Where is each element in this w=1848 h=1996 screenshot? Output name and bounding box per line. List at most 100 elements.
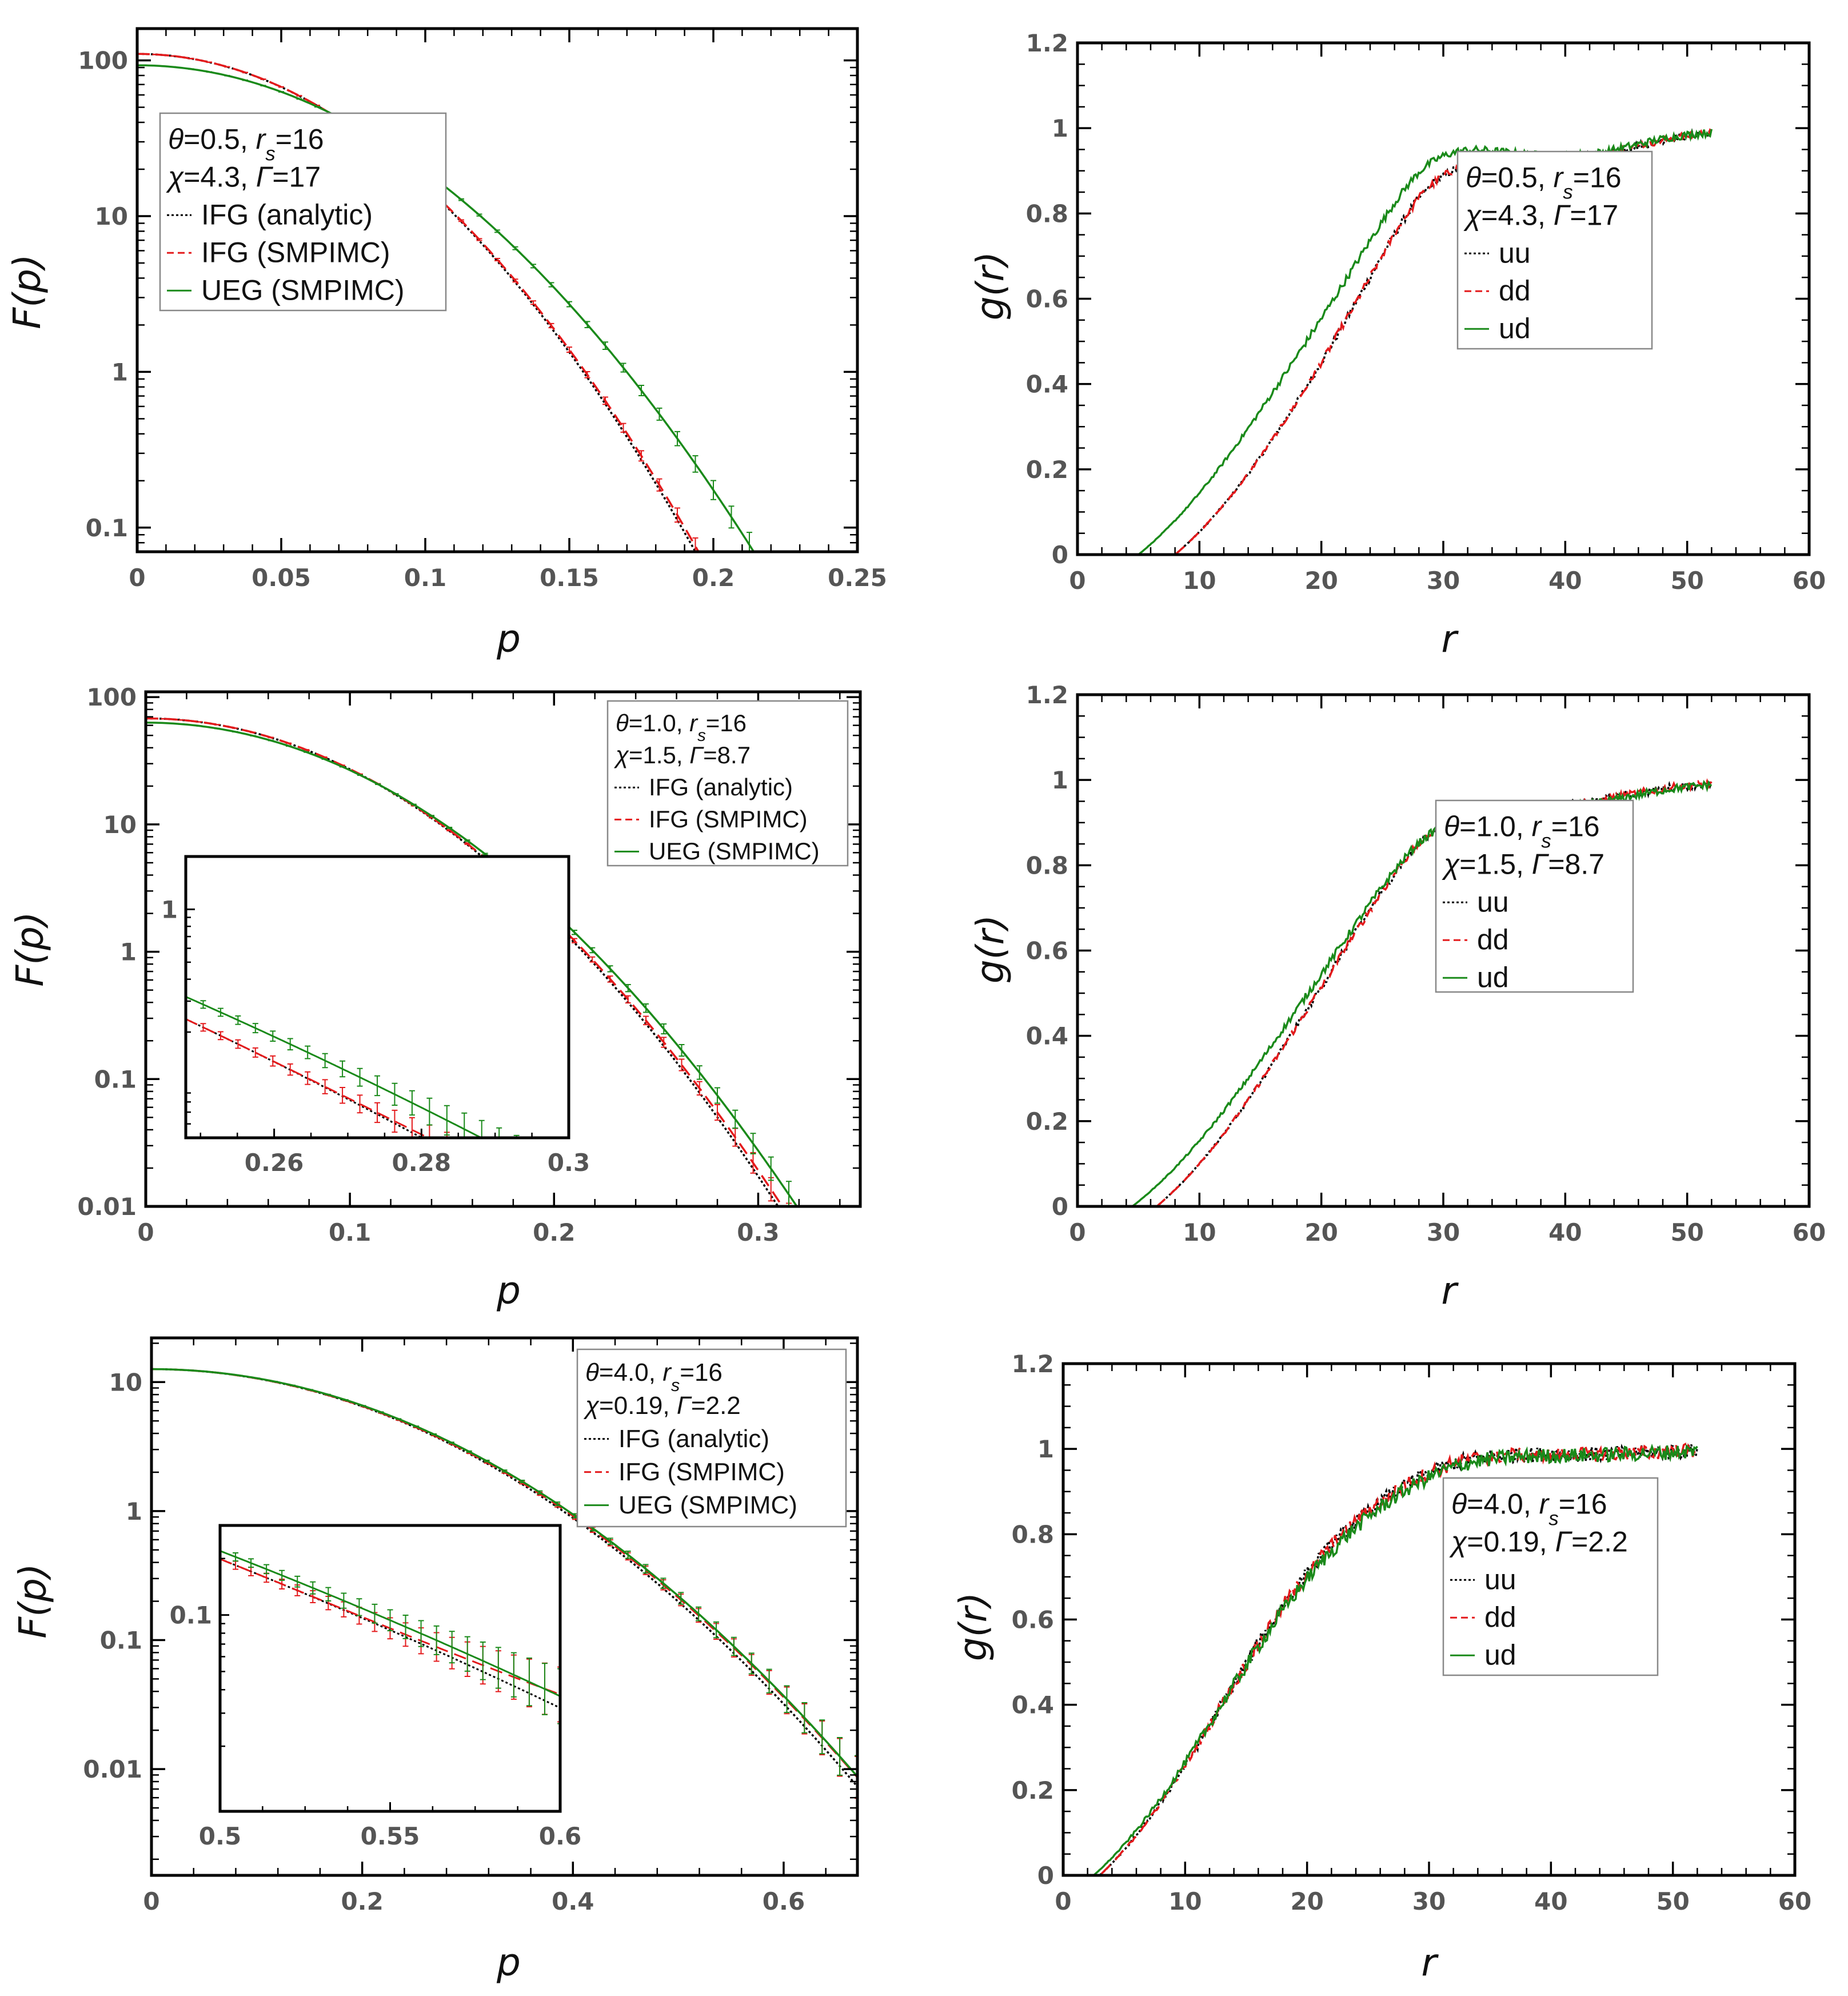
error-bar <box>656 407 662 421</box>
error-bar <box>731 1636 737 1656</box>
error-bar <box>822 1232 828 1265</box>
legend-theta-rs: θ=4.0, rs=16 <box>585 1358 723 1395</box>
error-bar <box>557 1666 560 1723</box>
error-bar <box>554 1501 561 1507</box>
error-bar <box>357 1094 363 1114</box>
error-bar <box>656 478 662 492</box>
x-tick-label: 0.5 <box>199 1822 241 1850</box>
error-bar <box>478 1119 485 1138</box>
error-bar <box>548 322 554 329</box>
error-bar <box>290 1384 296 1387</box>
legend-item: IFG (analytic) <box>618 1425 769 1453</box>
y-tick-label: 0.4 <box>1026 1022 1068 1050</box>
error-bar <box>444 1105 450 1136</box>
y-tick-label: 1 <box>161 895 178 923</box>
error-bar <box>233 1552 239 1562</box>
x-tick-label: 30 <box>1427 1218 1460 1246</box>
legend-box <box>159 112 447 312</box>
plot-frame <box>1061 1362 1797 1877</box>
error-bar <box>801 1702 808 1734</box>
error-bar <box>602 341 608 350</box>
error-bar <box>206 71 212 73</box>
x-tick-label: 0.2 <box>533 1218 575 1246</box>
error-bar <box>804 1205 810 1206</box>
error-bar <box>200 1000 206 1009</box>
y-axis-label: F(p) <box>8 911 52 986</box>
y-tick-label: 1 <box>126 1497 142 1525</box>
error-bar <box>748 1652 755 1675</box>
error-bar <box>750 1133 756 1154</box>
error-bar <box>458 198 464 201</box>
series-dd <box>1077 778 1713 1206</box>
error-bar <box>287 1038 293 1051</box>
error-bar <box>314 106 320 108</box>
error-bar <box>513 1134 520 1138</box>
error-bar <box>642 1564 649 1574</box>
series-uu <box>1077 128 1713 555</box>
error-bar <box>360 1405 366 1407</box>
error-bar <box>464 1636 470 1672</box>
y-axis-label: g(r) <box>951 1592 995 1662</box>
error-bar <box>572 938 577 943</box>
error-bar <box>372 1603 378 1624</box>
legend-box <box>606 700 849 867</box>
error-bar <box>426 1097 433 1126</box>
error-bar <box>715 1104 720 1121</box>
error-bar <box>278 91 284 93</box>
panel-c-gr: 0 10 20 30 40 50 60 0 0.2 0.4 0.6 0.8 1 1.2 r g(r) θ=4.0… <box>951 1350 1811 1985</box>
error-bar <box>409 1117 415 1138</box>
y-tick-label: 0.8 <box>1012 1520 1054 1548</box>
legend-box <box>1456 150 1653 350</box>
legend-theta-rs: θ=0.5, rs=16 <box>1466 162 1622 204</box>
legend-item: UEG (SMPIMC) <box>618 1491 797 1519</box>
x-axis-label: p <box>496 1269 521 1313</box>
error-bar <box>625 1551 631 1559</box>
error-bar <box>495 1647 501 1689</box>
x-tick-label: 0.55 <box>361 1822 420 1850</box>
error-bar <box>476 238 482 241</box>
error-bar <box>479 1146 485 1181</box>
legend-item: UEG (SMPIMC) <box>649 838 820 864</box>
legend-item: dd <box>1477 924 1509 956</box>
x-tick-label: 0.4 <box>552 1887 594 1915</box>
error-bar <box>264 1564 270 1575</box>
error-bar <box>214 724 220 726</box>
panel-c-Fp: 0 0.2 0.4 0.6 0.01 0.1 1 10 p F(p) 0.5 0.55 0.6 0.1 θ=… <box>11 1336 859 1985</box>
x-tick-label: 20 <box>1290 1887 1323 1915</box>
error-bar <box>678 1592 684 1605</box>
error-bar <box>340 1060 346 1078</box>
error-bar <box>294 1575 301 1588</box>
error-bar <box>448 1441 454 1444</box>
error-bar <box>305 1071 311 1085</box>
error-bar <box>418 1620 424 1647</box>
series-ifg_smpimc <box>186 1018 430 1138</box>
error-bar <box>356 1598 362 1616</box>
y-tick-label: 1 <box>1037 1435 1054 1463</box>
y-tick-label: 0.6 <box>1026 937 1068 965</box>
x-tick-label: 0 <box>1069 1218 1085 1246</box>
error-bar <box>494 229 500 233</box>
error-bar <box>584 371 590 379</box>
error-bar <box>260 85 266 87</box>
error-bar <box>765 559 771 588</box>
error-bar <box>357 1067 363 1087</box>
legend-item: uu <box>1477 886 1509 918</box>
error-bar <box>620 362 626 373</box>
y-tick-label: 0.01 <box>83 1755 142 1783</box>
x-tick-label: 0 <box>1055 1887 1071 1915</box>
error-bar <box>711 480 716 500</box>
error-bar <box>201 1370 207 1372</box>
y-tick-label: 100 <box>78 47 128 75</box>
error-bar <box>660 1577 666 1589</box>
x-tick-label: 0 <box>129 564 145 592</box>
y-tick-label: 1 <box>111 358 128 386</box>
error-bar <box>548 282 554 288</box>
error-bar <box>728 505 735 529</box>
error-bar <box>341 1592 347 1609</box>
error-bar <box>325 1587 332 1602</box>
panel-a-Fp: 0 0.05 0.1 0.15 0.2 0.25 0.1 1 10 100 p F(p) θ=0.5, … <box>5 27 887 661</box>
error-bar <box>322 1079 328 1094</box>
y-axis-label: g(r) <box>968 252 1012 321</box>
legend-item: IFG (SMPIMC) <box>618 1458 785 1486</box>
x-tick-label: 20 <box>1304 567 1338 595</box>
